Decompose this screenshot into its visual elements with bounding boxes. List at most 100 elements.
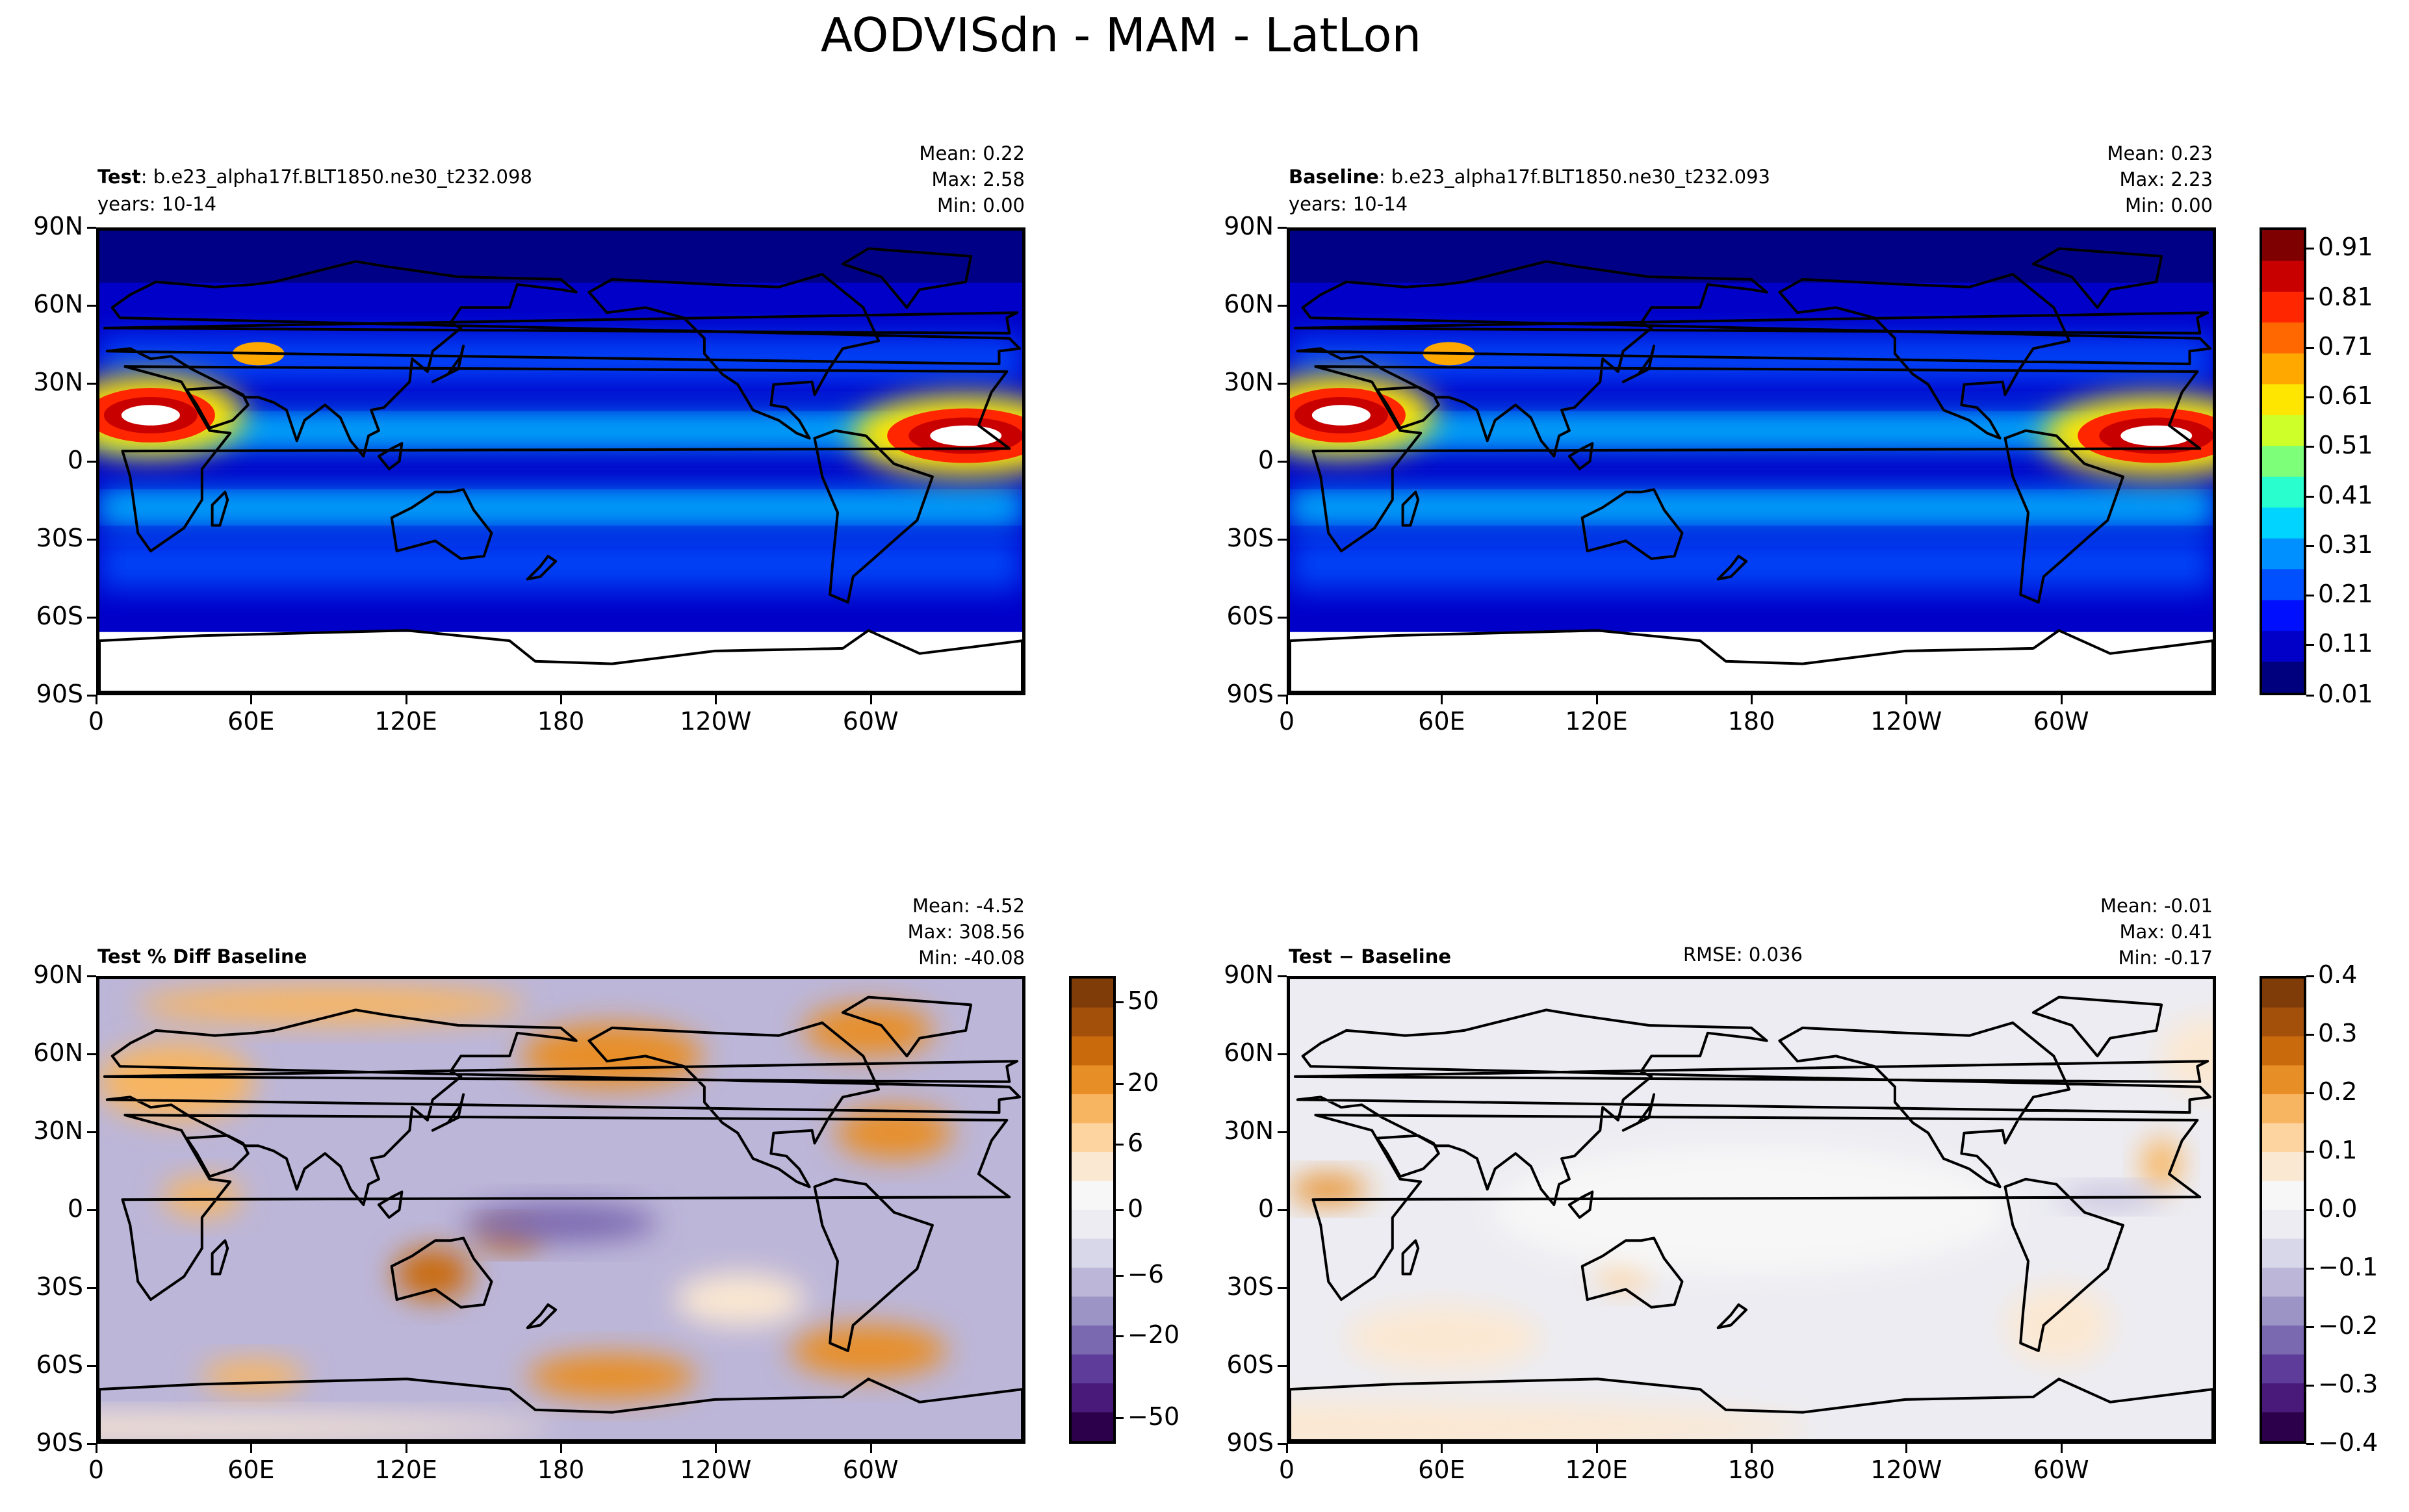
xtick-label: 120E (374, 707, 437, 736)
pctdiff-min: Min: -40.08 (918, 947, 1025, 969)
colorbar-segment (2262, 569, 2304, 601)
xtick-mark (715, 695, 717, 704)
test-map (96, 227, 1025, 695)
pctdiff-map (96, 976, 1025, 1444)
field-blob-4 (1491, 1145, 2011, 1275)
ytick-mark (1278, 227, 1287, 229)
ytick-label: 0 (67, 1194, 83, 1223)
colorbar-segment (2262, 600, 2304, 632)
xtick-label: 120W (680, 1455, 752, 1484)
ytick-mark (87, 1053, 96, 1055)
colorbar-segment (1072, 1238, 1113, 1268)
colorbar-tick-label: −0.2 (2318, 1311, 2378, 1340)
colorbar-tick-mark (2306, 495, 2314, 498)
ytick-label: 0 (67, 446, 83, 474)
test-max: Max: 2.58 (931, 168, 1025, 190)
ytick-mark (1278, 1443, 1287, 1445)
xtick-mark (96, 1444, 97, 1453)
xtick-label: 60W (2033, 1455, 2089, 1484)
diff-map (1287, 976, 2216, 1444)
colorbar-tick-label: 0.11 (2318, 629, 2373, 658)
xtick-mark (250, 695, 253, 704)
colorbar-segment (1072, 1210, 1113, 1240)
xtick-label: 120W (1870, 1455, 1942, 1484)
ytick-mark (1278, 1209, 1287, 1211)
ytick-label: 90S (1226, 1428, 1274, 1457)
colorbar-tick-mark (2306, 1092, 2314, 1094)
coastlines (1290, 995, 2213, 1441)
colorbar-segment (1072, 1354, 1113, 1384)
field-blob-6 (527, 1353, 697, 1400)
colorbar-tick-mark (2306, 595, 2314, 597)
colorbar-segment (2262, 1268, 2304, 1298)
ytick-label: 0 (1257, 446, 1274, 474)
colorbar-tick-label: −0.1 (2318, 1253, 2378, 1281)
xtick-mark (405, 1444, 407, 1453)
diff-max: Max: 0.41 (2119, 921, 2213, 943)
pctdiff-max: Max: 308.56 (907, 921, 1025, 943)
xtick-mark (560, 695, 562, 704)
xtick-label: 180 (1727, 707, 1775, 736)
colorbar-tick-label: 0.41 (2318, 480, 2373, 509)
ytick-label: 30N (1224, 368, 1274, 396)
colorbar-tick-label: 0.4 (2318, 960, 2358, 989)
xtick-mark (1441, 1444, 1443, 1453)
xtick-label: 180 (1727, 1455, 1775, 1484)
colorbar-tick-mark (1116, 1417, 1124, 1420)
baseline-colorbar-fill (2262, 230, 2304, 693)
xtick-mark (1595, 1444, 1598, 1453)
colorbar-tick-mark (2306, 1151, 2314, 1153)
ytick-mark (1278, 617, 1287, 619)
colorbar-tick-label: 0.2 (2318, 1077, 2358, 1106)
colorbar-tick-mark (2306, 1326, 2314, 1328)
colorbar-segment (2262, 631, 2304, 663)
ytick-label: 60S (1226, 1350, 1274, 1379)
coastlines (99, 247, 1022, 692)
arctic-band (1290, 231, 2213, 283)
colorbar-tick-mark (1116, 1144, 1124, 1146)
xtick-label: 60W (842, 707, 899, 736)
xtick-mark (96, 695, 97, 704)
colorbar-tick-label: 50 (1127, 986, 1159, 1015)
diff-colorbar (2260, 976, 2306, 1444)
field-blob-6 (2007, 1286, 2111, 1365)
test-min: Min: 0.00 (936, 194, 1025, 216)
colorbar-segment (2262, 1210, 2304, 1240)
xtick-mark (1751, 1444, 1753, 1453)
colorbar-segment (2262, 1094, 2304, 1124)
colorbar-segment (2262, 1123, 2304, 1153)
colorbar-tick-mark (2306, 446, 2314, 448)
ytick-mark (1278, 975, 1287, 977)
dust-hotspot-0 (99, 374, 244, 456)
field-blob-12 (803, 1004, 934, 1057)
xtick-mark (1751, 695, 1753, 704)
colorbar-tick-mark (2306, 1209, 2314, 1211)
colorbar-segment (1072, 1123, 1113, 1153)
colorbar-segment (2262, 1412, 2304, 1442)
colorbar-segment (1072, 979, 1113, 1008)
colorbar-tick-mark (2306, 297, 2314, 300)
colorbar-tick-label: 0.0 (2318, 1194, 2358, 1223)
ytick-mark (1278, 1365, 1287, 1367)
pctdiff-panel-title: Test % Diff Baseline (97, 943, 307, 969)
colorbar-segment (2262, 353, 2304, 385)
xtick-mark (560, 1444, 562, 1453)
xtick-mark (250, 1444, 253, 1453)
colorbar-tick-mark (1116, 1083, 1124, 1085)
colorbar-segment (2262, 446, 2304, 478)
colorbar-segment (1072, 1094, 1113, 1124)
ytick-label: 30N (33, 1116, 83, 1145)
colorbar-tick-label: 0.01 (2318, 680, 2373, 708)
ytick-label: 30N (1224, 1116, 1274, 1145)
colorbar-segment (2262, 384, 2304, 416)
xtick-mark (2060, 1444, 2063, 1453)
field-band-5 (1290, 498, 2213, 517)
xtick-label: 120E (1565, 1455, 1628, 1484)
xtick-mark (1905, 695, 1908, 704)
field-background (99, 231, 1022, 692)
ytick-label: 30S (36, 1272, 83, 1301)
ytick-mark (87, 975, 96, 977)
baseline-max: Max: 2.23 (2119, 168, 2213, 190)
xtick-mark (1286, 1444, 1288, 1453)
ytick-mark (1278, 695, 1287, 697)
